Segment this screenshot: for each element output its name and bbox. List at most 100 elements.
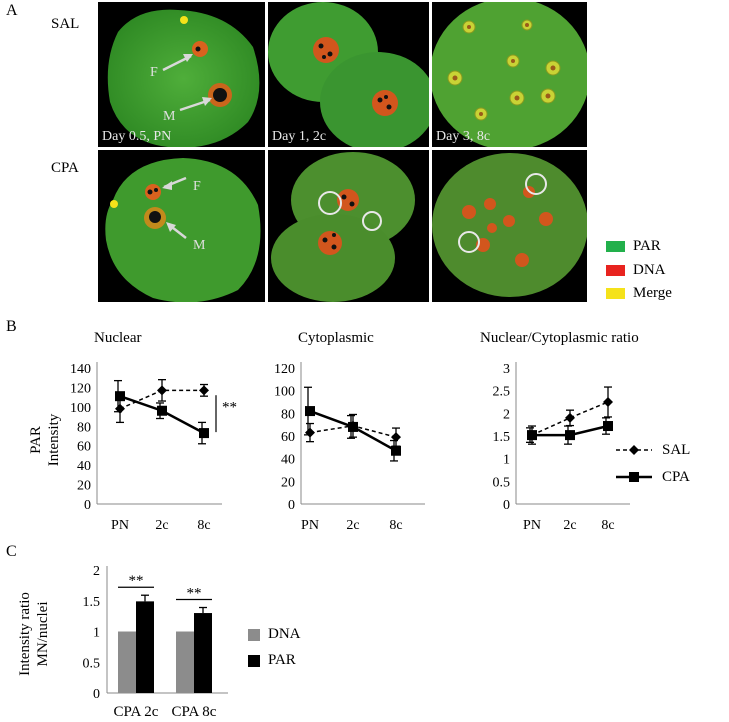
ratio-xtick-2: 8c bbox=[601, 518, 614, 533]
tile-caption-8c: Day 3, 8c bbox=[436, 129, 491, 144]
cyto-ytick-6: 120 bbox=[274, 362, 295, 377]
ratio-title: Nuclear/Cytoplasmic ratio bbox=[480, 330, 639, 346]
legend-dna: DNA bbox=[606, 262, 666, 279]
ratio-ytick-4: 2 bbox=[503, 407, 510, 422]
nuclear-ytick-3: 60 bbox=[77, 440, 91, 455]
nuclear-ytick-6: 120 bbox=[70, 381, 91, 396]
nuclear-ytick-1: 20 bbox=[77, 479, 91, 494]
bars-sig-label-1: ** bbox=[187, 586, 202, 602]
micrograph-sal-2c: Day 1, 2c bbox=[268, 2, 429, 147]
nuclear-ytick-2: 40 bbox=[77, 459, 91, 474]
bars-ytick-0: 0 bbox=[93, 687, 100, 702]
ratio-cpa-point-2 bbox=[603, 421, 613, 432]
arrow-label-f-cpa: F bbox=[193, 179, 201, 194]
swatch-dna bbox=[606, 265, 625, 276]
legend-b-lines bbox=[616, 445, 652, 482]
cyto-ytick-0: 0 bbox=[288, 498, 295, 513]
ratio-cpa-point-1 bbox=[565, 430, 575, 441]
legend-sal-marker bbox=[629, 445, 639, 455]
micrograph-cpa-2c bbox=[268, 150, 429, 302]
cyto-xtick-2: 8c bbox=[389, 518, 402, 533]
swatch-c-dna bbox=[248, 628, 260, 641]
cyto-xtick-0: PN bbox=[301, 518, 319, 533]
legend-c-par: PAR bbox=[248, 652, 296, 669]
bars-ytick-1: 0.5 bbox=[83, 656, 101, 671]
legend-merge-label: Merge bbox=[633, 285, 672, 301]
ratio-sal-point-2 bbox=[603, 397, 613, 407]
legend-dna-label: DNA bbox=[633, 262, 666, 278]
swatch-merge bbox=[606, 288, 625, 299]
legend-c-dna: DNA bbox=[248, 626, 301, 643]
micrograph-cpa-8c bbox=[432, 150, 587, 302]
nuclear-xtick-1: 2c bbox=[155, 518, 168, 533]
nuclear-cpa-point-2 bbox=[199, 428, 209, 439]
panel-b-letter: B bbox=[6, 318, 17, 335]
nuclear-ylabel-1: PAR bbox=[28, 426, 44, 454]
cyto-cpa-point-0 bbox=[305, 406, 315, 417]
legend-c-dna-label: DNA bbox=[268, 626, 301, 642]
ratio-ytick-6: 3 bbox=[503, 362, 510, 377]
micrograph-cpa-pn: F M bbox=[98, 150, 265, 302]
chart-nuclear: Nuclear 0 20 40 60 80 100 120 140 PN 2c 8c PAR Intens… bbox=[28, 330, 237, 533]
legend-par-label: PAR bbox=[633, 238, 661, 254]
cyto-ytick-3: 60 bbox=[281, 430, 295, 445]
nuclear-cpa-point-1 bbox=[157, 405, 167, 416]
tile-caption-pn: Day 0.5, PN bbox=[102, 129, 172, 144]
nuclear-sal-point-1 bbox=[157, 385, 167, 396]
bars-ylabel-2: MN/nuclei bbox=[35, 602, 51, 667]
ratio-ytick-5: 2.5 bbox=[493, 385, 511, 400]
nuclear-xtick-2: 8c bbox=[197, 518, 210, 533]
cyto-cpa-point-2 bbox=[391, 445, 401, 456]
cyto-title: Cytoplasmic bbox=[298, 330, 374, 346]
ratio-ytick-1: 0.5 bbox=[493, 475, 511, 490]
micrograph-sal-pn: F M Day 0.5, PN bbox=[98, 2, 265, 147]
bar-par-1 bbox=[194, 613, 212, 693]
arrow-label-f: F bbox=[150, 65, 158, 80]
nuclear-ylabel-2: Intensity bbox=[46, 413, 62, 466]
bars-sig-label-0: ** bbox=[129, 573, 144, 589]
ratio-ytick-3: 1.5 bbox=[493, 430, 511, 445]
legend-sal-label: SAL bbox=[662, 442, 691, 458]
nuclear-ytick-5: 100 bbox=[70, 401, 91, 416]
legend-merge: Merge bbox=[606, 285, 672, 302]
bars-xtick-1: CPA 8c bbox=[172, 704, 217, 720]
legend-c-par-label: PAR bbox=[268, 652, 296, 668]
ratio-ytick-2: 1 bbox=[503, 453, 510, 468]
ratio-ytick-0: 0 bbox=[503, 498, 510, 513]
bars-ytick-4: 2 bbox=[93, 564, 100, 579]
nuclear-ytick-7: 140 bbox=[70, 362, 91, 377]
bars-xtick-0: CPA 2c bbox=[114, 704, 159, 720]
tile-caption-2c: Day 1, 2c bbox=[272, 129, 327, 144]
cyto-sal-point-0 bbox=[305, 427, 315, 438]
arrow-label-m: M bbox=[163, 109, 176, 124]
panel-c-letter: C bbox=[6, 543, 17, 560]
nuclear-xtick-0: PN bbox=[111, 518, 129, 533]
bar-dna-0 bbox=[118, 631, 136, 693]
bars-ylabel-1: Intensity ratio bbox=[17, 592, 33, 676]
chart-intensity-ratio: 0 0.5 1 1.5 2 Intensity ratio MN/nuclei CPA 2c *… bbox=[17, 564, 228, 720]
legend-cpa-marker bbox=[629, 472, 639, 482]
legend-cpa-label: CPA bbox=[662, 469, 690, 485]
swatch-par bbox=[606, 241, 625, 252]
bar-par-0 bbox=[136, 601, 154, 693]
cyto-xtick-1: 2c bbox=[346, 518, 359, 533]
bars-ytick-3: 1.5 bbox=[83, 595, 101, 610]
nuclear-sig-label: ** bbox=[222, 400, 237, 416]
cyto-ytick-2: 40 bbox=[281, 453, 295, 468]
cyto-ytick-1: 20 bbox=[281, 475, 295, 490]
cyto-ytick-4: 80 bbox=[281, 407, 295, 422]
nuclear-ytick-0: 0 bbox=[84, 498, 91, 513]
nuclear-ytick-4: 80 bbox=[77, 420, 91, 435]
cyto-sal-point-2 bbox=[391, 432, 401, 443]
ratio-cpa-point-0 bbox=[527, 430, 537, 441]
chart-ratio: Nuclear/Cytoplasmic ratio 0 0.5 1 1.5 2 2.5 3 PN… bbox=[480, 330, 639, 533]
arrow-label-m-cpa: M bbox=[193, 238, 206, 253]
bar-dna-1 bbox=[176, 631, 194, 693]
nuclear-sal-point-2 bbox=[199, 385, 209, 396]
row-label-sal: SAL bbox=[51, 16, 80, 32]
row-label-cpa: CPA bbox=[51, 160, 79, 176]
legend-par: PAR bbox=[606, 238, 661, 255]
ratio-xtick-1: 2c bbox=[563, 518, 576, 533]
cyto-ytick-5: 100 bbox=[274, 385, 295, 400]
ratio-sal-point-1 bbox=[565, 412, 575, 423]
